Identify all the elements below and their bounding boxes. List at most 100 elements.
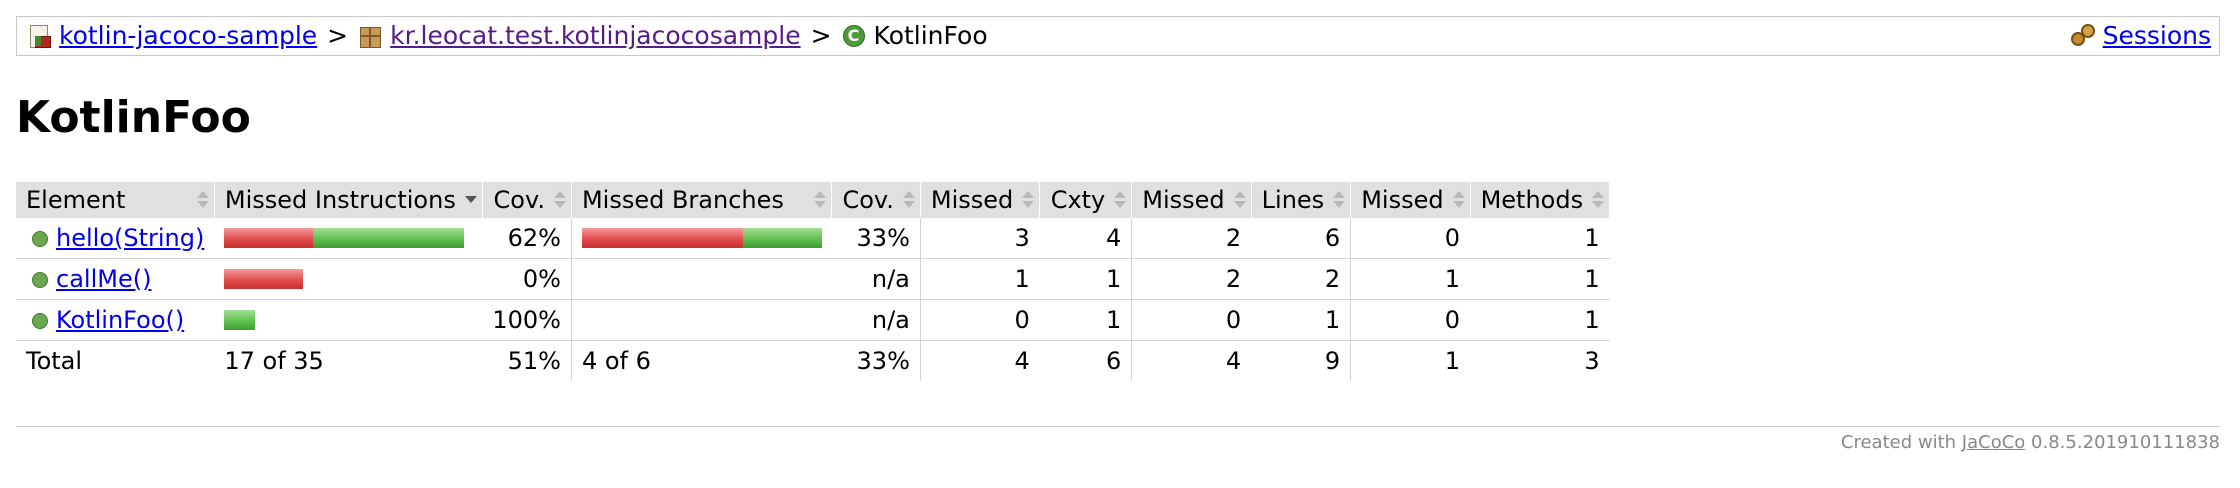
- header-cov-branches[interactable]: Cov.: [831, 182, 921, 218]
- sort-icon: [1452, 191, 1465, 209]
- covered-bar-segment: [313, 228, 465, 248]
- coverage-table: Element Missed Instructions Cov. Missed …: [16, 182, 1611, 381]
- missed-lines-cell: 2: [1131, 218, 1252, 259]
- method-icon: [32, 313, 48, 329]
- element-cell: hello(String): [16, 218, 215, 259]
- cov-branches-cell: n/a: [831, 299, 921, 341]
- sort-icon: [1022, 191, 1035, 209]
- header-missed-methods[interactable]: Missed: [1350, 182, 1471, 218]
- sort-icon: [1592, 191, 1605, 209]
- sort-icon: [814, 191, 827, 209]
- header-cxty[interactable]: Cxty: [1039, 182, 1133, 218]
- breadcrumb-current-class: KotlinFoo: [873, 21, 988, 50]
- jacoco-link[interactable]: JaCoCo: [1961, 432, 2026, 453]
- total-missed-instructions: 17 of 35: [224, 347, 324, 375]
- instructions-bar-cell: [214, 299, 483, 341]
- header-missed-branches[interactable]: Missed Branches: [571, 182, 833, 218]
- missed-methods-cell: 0: [1350, 218, 1471, 259]
- coverage-bar: [582, 310, 822, 330]
- sessions-link[interactable]: Sessions: [2102, 21, 2211, 50]
- breadcrumb-report-link[interactable]: kotlin-jacoco-sample: [59, 21, 318, 50]
- total-methods: 3: [1584, 347, 1600, 375]
- lines-cell: 2: [1251, 258, 1351, 300]
- table-row: hello(String) 62% 33% 3 4 2 6 0 1: [16, 218, 1610, 259]
- table-header-row: Element Missed Instructions Cov. Missed …: [16, 182, 1611, 218]
- missed-lines-cell: 2: [1131, 258, 1252, 300]
- total-missed-lines: 4: [1131, 340, 1252, 381]
- instructions-bar-cell: [214, 258, 483, 300]
- header-missed-cxty[interactable]: Missed: [920, 182, 1041, 218]
- method-icon: [32, 231, 48, 247]
- sort-icon: [196, 191, 209, 209]
- header-lines[interactable]: Lines: [1251, 182, 1352, 218]
- cov-instructions-cell: 62%: [482, 218, 572, 259]
- method-link[interactable]: callMe(): [56, 265, 152, 293]
- header-missed-lines[interactable]: Missed: [1131, 182, 1252, 218]
- cxty-cell: 1: [1039, 299, 1132, 341]
- sort-icon: [553, 191, 566, 209]
- missed-cxty-cell: 1: [919, 258, 1040, 300]
- total-label: Total: [26, 347, 83, 375]
- methods-cell: 1: [1470, 218, 1610, 259]
- branches-bar-cell: [570, 258, 832, 300]
- footer-divider: [16, 426, 2220, 427]
- coverage-bar: [224, 310, 472, 330]
- total-missed-cxty: 4: [919, 340, 1040, 381]
- sort-icon: [1333, 191, 1346, 209]
- element-cell: callMe(): [16, 258, 215, 300]
- footer-prefix: Created with: [1840, 432, 1957, 453]
- coverage-bar: [224, 269, 472, 289]
- table-total-row: Total 17 of 35 51% 4 of 6 33% 4 6 4 9 1 …: [16, 340, 1610, 381]
- cxty-cell: 1: [1039, 258, 1132, 300]
- coverage-bar: [582, 269, 822, 289]
- coverage-bar: [581, 228, 822, 248]
- missed-bar-segment: [581, 228, 743, 248]
- method-link[interactable]: KotlinFoo(): [56, 306, 185, 334]
- session-icon: [2070, 24, 2095, 48]
- branches-bar-cell: [570, 218, 832, 259]
- header-methods[interactable]: Methods: [1470, 182, 1611, 218]
- method-link[interactable]: hello(String): [56, 224, 205, 252]
- footer-version: 0.8.5.201910111838: [2031, 432, 2220, 453]
- total-lines: 9: [1324, 347, 1341, 375]
- class-icon: C: [842, 24, 866, 48]
- missed-bar-segment: [224, 228, 314, 248]
- header-cov-instructions[interactable]: Cov.: [482, 182, 572, 218]
- cov-instructions-cell: 100%: [482, 299, 572, 341]
- breadcrumb-separator: >: [810, 21, 832, 50]
- sort-icon: [1114, 191, 1127, 209]
- page-title: KotlinFoo: [16, 92, 251, 143]
- instructions-bar-cell: [214, 218, 483, 259]
- sort-descending-icon: [464, 191, 477, 209]
- header-missed-instructions[interactable]: Missed Instructions: [214, 182, 483, 218]
- covered-bar-segment: [224, 310, 256, 330]
- header-element[interactable]: Element: [16, 182, 215, 218]
- methods-cell: 1: [1470, 258, 1610, 300]
- lines-cell: 6: [1251, 218, 1351, 259]
- cov-branches-cell: 33%: [831, 218, 921, 259]
- breadcrumb-separator: >: [327, 21, 349, 50]
- missed-cxty-cell: 3: [919, 218, 1040, 259]
- total-missed-branches: 4 of 6: [570, 340, 832, 381]
- breadcrumb-trail: kotlin-jacoco-sample > kr.leocat.test.ko…: [27, 17, 988, 55]
- element-cell: KotlinFoo(): [16, 299, 215, 341]
- breadcrumb: kotlin-jacoco-sample > kr.leocat.test.ko…: [16, 16, 2220, 56]
- cxty-cell: 4: [1039, 218, 1132, 259]
- total-cxty: 6: [1105, 347, 1122, 375]
- total-cov-instructions: 51%: [507, 347, 561, 375]
- missed-bar-segment: [224, 269, 304, 289]
- cov-instructions-cell: 0%: [482, 258, 572, 300]
- breadcrumb-package-link[interactable]: kr.leocat.test.kotlinjacocosample: [390, 21, 801, 50]
- total-missed-methods: 1: [1350, 340, 1471, 381]
- table-row: callMe() 0% n/a 1 1 2 2 1 1: [16, 258, 1610, 300]
- lines-cell: 1: [1251, 299, 1351, 341]
- missed-lines-cell: 0: [1131, 299, 1252, 341]
- missed-cxty-cell: 0: [919, 299, 1040, 341]
- sessions-area: Sessions: [2070, 17, 2211, 55]
- total-cov-branches: 33%: [856, 347, 910, 375]
- package-icon: [358, 24, 382, 48]
- methods-cell: 1: [1470, 299, 1610, 341]
- missed-methods-cell: 1: [1350, 258, 1471, 300]
- covered-bar-segment: [742, 228, 822, 248]
- method-icon: [32, 272, 48, 288]
